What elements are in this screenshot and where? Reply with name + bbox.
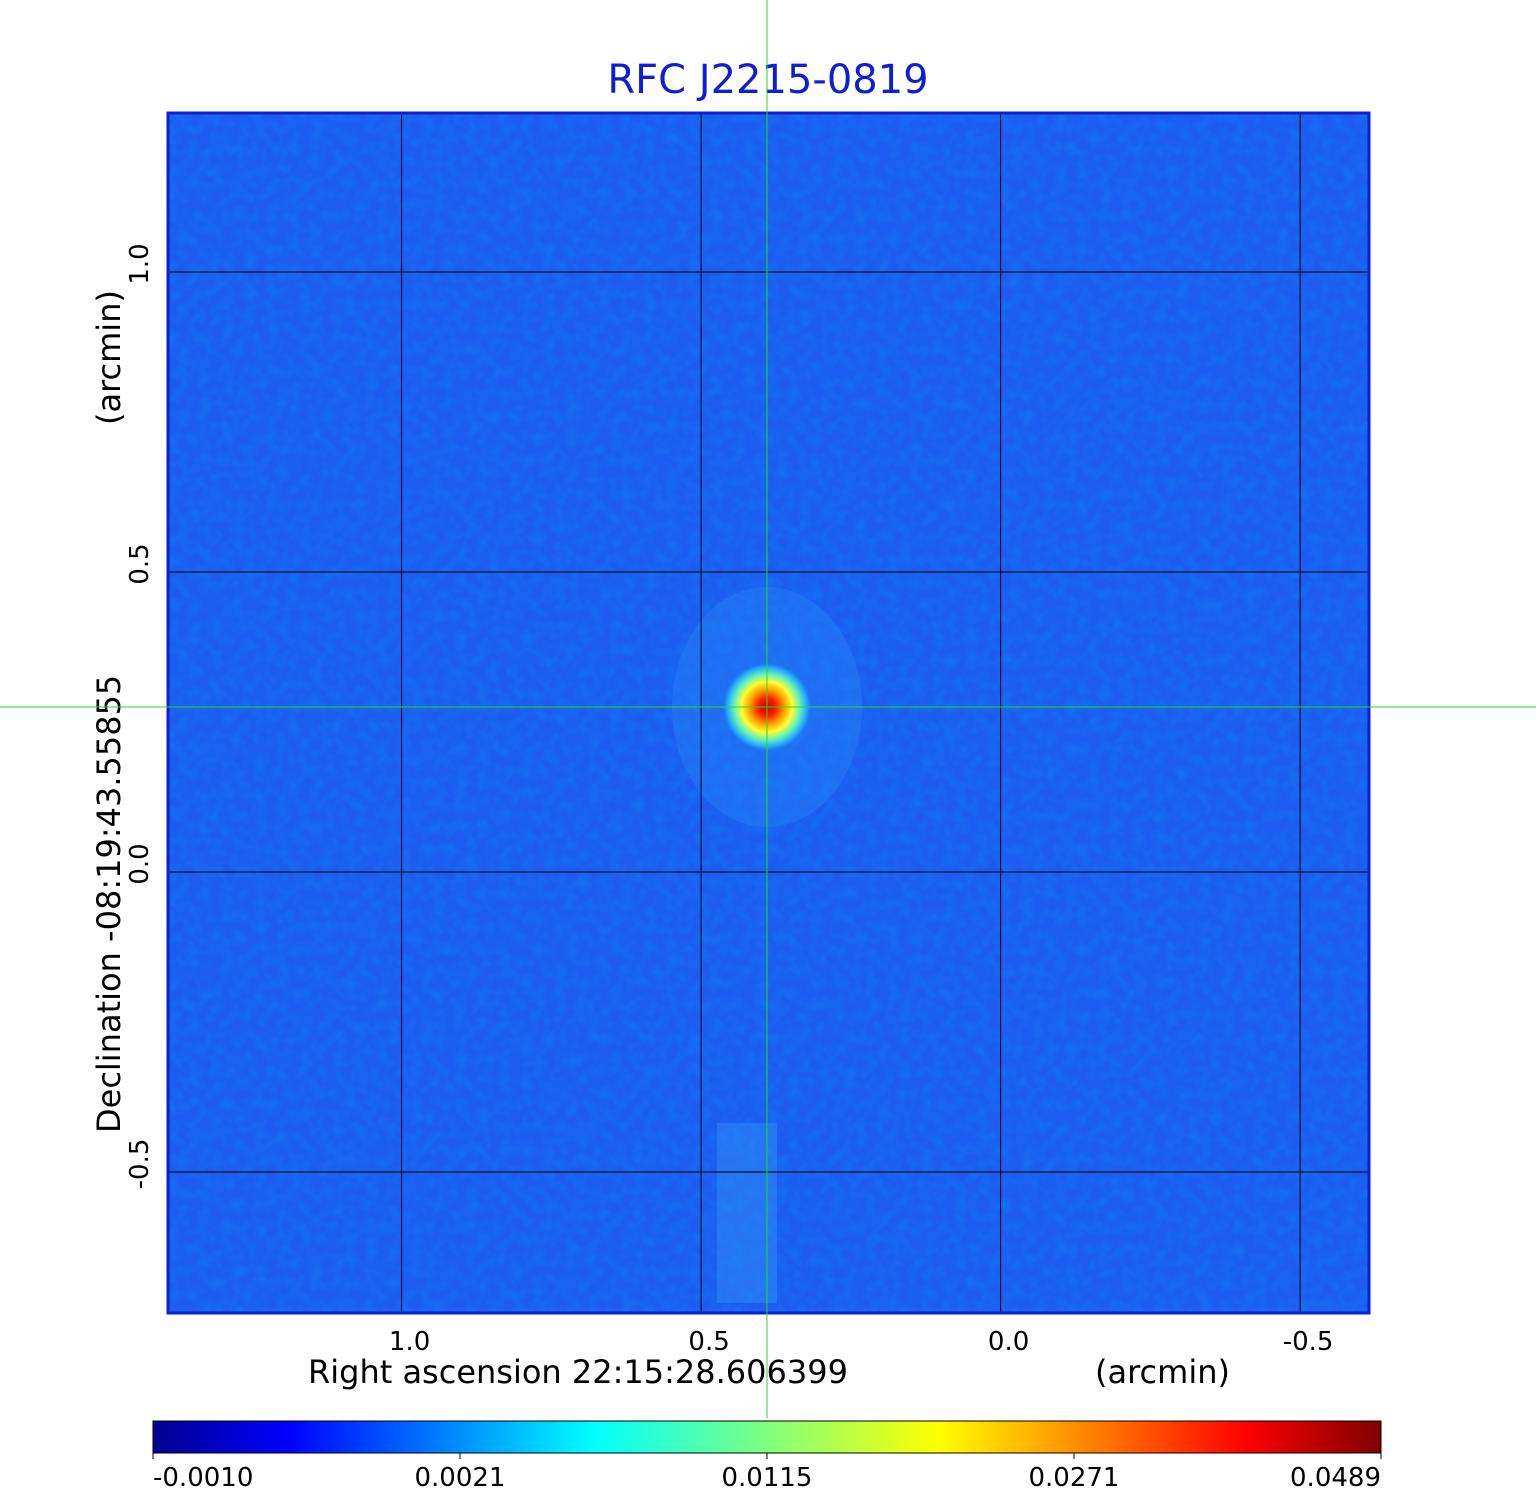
grid: [168, 113, 1369, 1313]
sidelobe-stripe: [717, 1123, 778, 1303]
x-axis-label: Right ascension 22:15:28.606399: [308, 1353, 848, 1391]
y-tick-label: 0.5: [125, 543, 155, 584]
chart-title: RFC J2215-0819: [607, 57, 928, 103]
x-tick-label: 0.0: [988, 1327, 1029, 1357]
plot-frame: [166, 111, 1371, 1315]
colorbar-tick-label: 0.0115: [722, 1463, 813, 1493]
colorbar-tick-label: -0.0010: [153, 1463, 253, 1493]
y-tick-label: 0.0: [125, 843, 155, 884]
colorbar: [152, 1420, 1382, 1454]
x-tick-label: 1.0: [389, 1327, 430, 1357]
x-axis-unit: (arcmin): [1095, 1353, 1230, 1391]
heatmap-image: [168, 113, 1369, 1313]
colorbar-tick-label: 0.0271: [1029, 1463, 1120, 1493]
y-ticks: 1.0 0.5 0.0 -0.5: [125, 243, 155, 1189]
crosshair: [0, 0, 1536, 1418]
colorbar-tick-label: 0.0021: [415, 1463, 506, 1493]
colorbar-ticks: -0.0010 0.0021 0.0115 0.0271 0.0489: [152, 1453, 1382, 1493]
y-tick-label: -0.5: [125, 1139, 155, 1190]
y-axis-unit: (arcmin): [90, 290, 128, 425]
y-axis-label: Declination -08:19:43.55855: [90, 675, 128, 1133]
x-tick-label: 0.5: [688, 1327, 729, 1357]
colorbar-tick-label: 0.0489: [1290, 1463, 1381, 1493]
y-tick-label: 1.0: [125, 243, 155, 284]
x-ticks: 1.0 0.5 0.0 -0.5: [389, 1327, 1334, 1357]
x-tick-label: -0.5: [1283, 1327, 1334, 1357]
